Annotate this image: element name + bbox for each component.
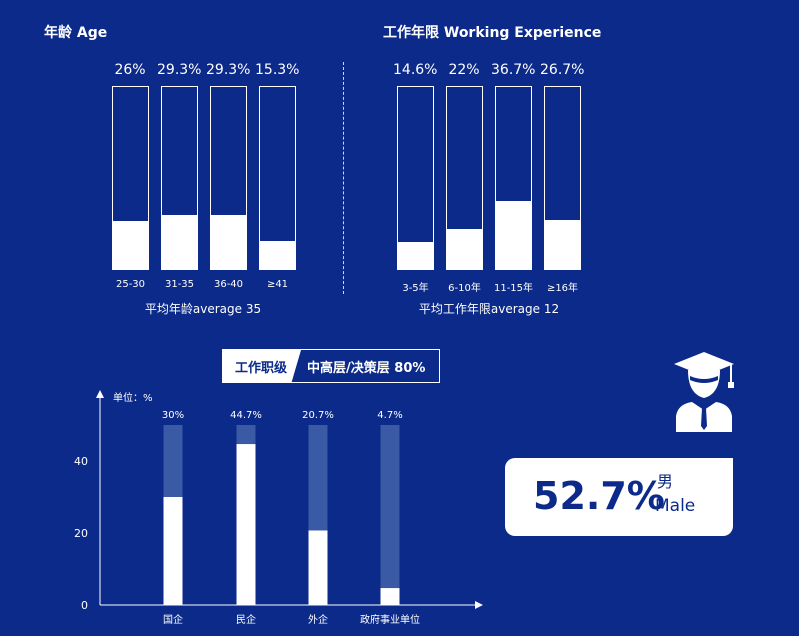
- age-caption: 平均年龄average 35: [144, 302, 262, 316]
- x-tick-label: 政府事业单位: [360, 613, 420, 626]
- bar-value-label: 4.7%: [377, 410, 402, 421]
- experience-percent-label: 14.6%: [393, 62, 438, 78]
- experience-bar: [446, 86, 483, 270]
- experience-percent-label: 36.7%: [491, 62, 536, 78]
- bar: [236, 444, 256, 605]
- male-percent: 52.7%: [533, 474, 665, 518]
- bar-value-label: 44.7%: [230, 410, 262, 421]
- graduate-icon: [674, 352, 734, 432]
- experience-bar-fill: [398, 242, 433, 269]
- job-level-tag-label: 工作职级: [223, 350, 302, 382]
- experience-bar-fill: [447, 228, 482, 269]
- age-bar: [112, 86, 149, 270]
- job-level-tag: 工作职级 中高层/决策层 80%: [222, 349, 441, 383]
- experience-bar: [495, 86, 532, 270]
- age-category-label: 36-40: [213, 279, 244, 290]
- male-card: 52.7% 男 Male: [505, 458, 733, 536]
- x-tick-label: 国企: [163, 613, 183, 626]
- experience-bar: [544, 86, 581, 270]
- experience-category-label: 3-5年: [402, 283, 429, 294]
- experience-title: 工作年限 Working Experience: [383, 25, 602, 41]
- male-label-en: Male: [655, 496, 696, 516]
- job-level-tag-value: 中高层/决策层 80%: [307, 360, 426, 376]
- age-title: 年龄 Age: [44, 25, 108, 41]
- job-type-chart: 单位：% 0 20 40 30% 国企 44.7% 民企 20.7% 外企 4.7% 政府事业单位: [74, 390, 483, 626]
- age-percent-label: 15.3%: [255, 62, 300, 78]
- bar-value-label: 30%: [162, 410, 184, 421]
- y-axis-arrow: [96, 390, 104, 398]
- age-category-label: 31-35: [164, 279, 195, 290]
- age-category-label: ≥41: [266, 279, 289, 290]
- age-bar: [210, 86, 247, 270]
- x-axis-arrow: [475, 601, 483, 609]
- age-bar-fill: [211, 215, 246, 269]
- male-label-zh: 男: [657, 472, 674, 491]
- x-tick-label: 民企: [236, 613, 256, 626]
- age-percent-label: 29.3%: [157, 62, 202, 78]
- age-percent-label: 29.3%: [206, 62, 251, 78]
- bar-track: [380, 425, 400, 605]
- experience-percent-label: 22%: [448, 62, 480, 78]
- x-tick-label: 外企: [308, 613, 328, 626]
- experience-percent-label: 26.7%: [540, 62, 585, 78]
- y-axis-label: 单位：%: [113, 391, 153, 404]
- experience-category-label: ≥16年: [546, 283, 579, 294]
- age-bar-fill: [162, 215, 197, 269]
- experience-category-label: 11-15年: [493, 283, 534, 294]
- age-bar-fill: [260, 240, 295, 269]
- experience-bar: [397, 86, 434, 270]
- y-tick-label: 0: [81, 599, 88, 612]
- bar: [163, 497, 183, 605]
- bar: [380, 588, 400, 605]
- bar-value-label: 20.7%: [302, 410, 334, 421]
- age-percent-label: 26%: [114, 62, 146, 78]
- age-bar: [259, 86, 296, 270]
- y-tick-label: 20: [74, 527, 88, 540]
- experience-category-label: 6-10年: [448, 283, 481, 294]
- bar: [308, 530, 328, 605]
- age-bar-fill: [113, 221, 148, 269]
- section-divider: [343, 62, 344, 294]
- age-category-label: 25-30: [115, 279, 146, 290]
- experience-bar-fill: [545, 219, 580, 269]
- y-tick-label: 40: [74, 455, 88, 468]
- age-bar: [161, 86, 198, 270]
- experience-caption: 平均工作年限average 12: [418, 302, 560, 316]
- experience-bar-fill: [496, 201, 531, 269]
